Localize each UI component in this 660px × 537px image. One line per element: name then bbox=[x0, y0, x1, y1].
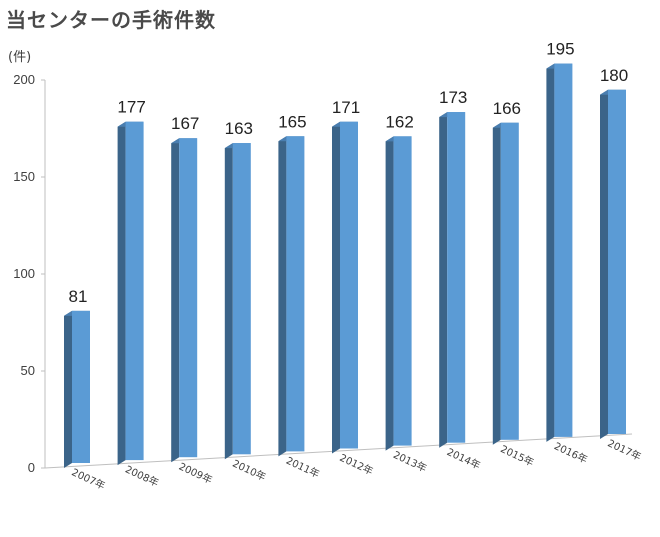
bar-2014年 bbox=[439, 112, 466, 448]
data-label: 81 bbox=[69, 287, 88, 306]
bar-front bbox=[500, 122, 519, 440]
bar-2016年 bbox=[546, 63, 573, 442]
data-label: 162 bbox=[385, 112, 413, 131]
x-tick-label: 2007年 bbox=[70, 465, 108, 492]
data-label: 180 bbox=[600, 66, 628, 85]
x-tick-label: 2013年 bbox=[391, 448, 429, 475]
bar-side bbox=[224, 143, 233, 460]
x-axis-line bbox=[44, 433, 633, 469]
bar-front bbox=[554, 63, 573, 437]
bar-front bbox=[125, 121, 144, 461]
data-label: 195 bbox=[546, 40, 574, 59]
bar-front bbox=[340, 121, 358, 449]
bar-front bbox=[72, 310, 90, 463]
axes-layer: 0 50 100 150 200 bbox=[13, 72, 633, 475]
bar-front bbox=[286, 136, 305, 452]
y-tick-label: 150 bbox=[13, 169, 35, 184]
x-tick-label: 2008年 bbox=[123, 463, 161, 490]
bar-side bbox=[278, 136, 287, 457]
bar-2011年 bbox=[278, 136, 305, 457]
y-tick-label: 200 bbox=[13, 72, 35, 87]
bars-layer bbox=[64, 63, 626, 468]
x-tick-label: 2014年 bbox=[445, 445, 483, 472]
data-label: 165 bbox=[278, 112, 306, 131]
bar-side bbox=[385, 136, 394, 451]
x-tick-label: 2015年 bbox=[498, 442, 536, 469]
data-label: 167 bbox=[171, 114, 199, 133]
x-tick-label: 2016年 bbox=[552, 439, 590, 466]
bar-2012年 bbox=[332, 121, 358, 454]
x-tick-label: 2010年 bbox=[230, 457, 268, 484]
bar-2010年 bbox=[224, 143, 251, 460]
bar-2008年 bbox=[117, 121, 144, 466]
bar-2007年 bbox=[64, 310, 90, 468]
bar-side bbox=[492, 122, 501, 445]
bar-side bbox=[600, 89, 608, 440]
x-tick-label: 2012年 bbox=[338, 451, 376, 478]
x-tick-label: 2011年 bbox=[284, 454, 322, 481]
bar-front bbox=[608, 89, 626, 435]
bar-side bbox=[171, 138, 180, 463]
data-label: 177 bbox=[117, 98, 145, 117]
bar-2009年 bbox=[171, 138, 198, 463]
bar-2015年 bbox=[492, 122, 519, 445]
bar-2013年 bbox=[385, 136, 412, 451]
data-label: 173 bbox=[439, 88, 467, 107]
bar-2017年 bbox=[600, 89, 626, 440]
y-axis-unit-label: (件) bbox=[8, 50, 32, 65]
y-tick-label: 0 bbox=[28, 460, 35, 475]
x-tick-label: 2009年 bbox=[177, 460, 215, 487]
bar-side bbox=[332, 121, 340, 454]
data-label: 163 bbox=[225, 119, 253, 138]
bar-side bbox=[439, 112, 448, 448]
bar-side bbox=[64, 310, 72, 468]
bar-front bbox=[232, 143, 251, 455]
data-label: 171 bbox=[332, 98, 360, 117]
y-tick-label: 100 bbox=[13, 266, 35, 281]
y-tick-label: 50 bbox=[21, 363, 35, 378]
bar-side bbox=[546, 63, 555, 442]
bar-front bbox=[179, 138, 198, 458]
bar-side bbox=[117, 121, 126, 466]
bar-front bbox=[393, 136, 412, 446]
data-label: 166 bbox=[493, 99, 521, 118]
x-tick-label: 2017年 bbox=[606, 436, 644, 463]
chart-title: 当センターの手術件数 bbox=[6, 8, 216, 32]
bar-front bbox=[447, 112, 466, 443]
